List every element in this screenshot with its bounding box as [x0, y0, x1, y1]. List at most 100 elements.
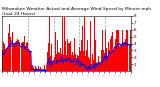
Bar	[114, 47, 115, 71]
Bar	[62, 17, 63, 71]
Bar	[8, 33, 9, 71]
Bar	[92, 54, 93, 71]
Bar	[20, 44, 21, 71]
Bar	[108, 42, 109, 71]
Bar	[72, 52, 73, 71]
Bar	[77, 55, 78, 71]
Bar	[71, 55, 72, 71]
Bar	[42, 69, 43, 71]
Bar	[80, 51, 81, 71]
Bar	[73, 55, 74, 71]
Bar	[30, 51, 31, 71]
Bar	[118, 30, 119, 71]
Bar	[39, 70, 40, 71]
Bar	[96, 64, 97, 71]
Bar	[90, 21, 91, 71]
Bar	[12, 32, 13, 71]
Bar	[101, 50, 102, 71]
Bar	[61, 54, 62, 71]
Bar	[52, 61, 53, 71]
Bar	[27, 42, 28, 71]
Bar	[81, 40, 82, 71]
Bar	[103, 50, 104, 71]
Bar	[83, 61, 84, 71]
Bar	[87, 40, 88, 71]
Bar	[55, 32, 56, 71]
Bar	[11, 45, 12, 71]
Bar	[10, 37, 11, 71]
Bar	[49, 17, 50, 71]
Bar	[14, 43, 15, 71]
Bar	[22, 42, 23, 71]
Bar	[16, 41, 17, 71]
Bar	[91, 64, 92, 71]
Bar	[21, 43, 22, 71]
Bar	[69, 43, 70, 71]
Bar	[115, 39, 116, 71]
Bar	[9, 24, 10, 71]
Bar	[68, 43, 69, 71]
Bar	[109, 50, 110, 71]
Bar	[121, 44, 122, 71]
Bar	[17, 39, 18, 71]
Bar	[23, 42, 24, 71]
Bar	[5, 49, 6, 71]
Bar	[54, 57, 55, 71]
Bar	[33, 67, 34, 71]
Bar	[127, 30, 128, 71]
Bar	[107, 56, 108, 71]
Bar	[56, 54, 57, 71]
Bar	[65, 53, 66, 71]
Bar	[123, 44, 124, 71]
Bar	[35, 66, 36, 71]
Bar	[129, 44, 130, 71]
Bar	[85, 56, 86, 71]
Bar	[48, 43, 49, 71]
Bar	[128, 46, 129, 71]
Bar	[75, 54, 76, 71]
Bar	[29, 50, 30, 71]
Bar	[122, 30, 123, 71]
Bar	[64, 17, 65, 71]
Bar	[53, 60, 54, 71]
Bar	[25, 46, 26, 71]
Bar	[47, 38, 48, 71]
Bar	[60, 48, 61, 71]
Bar	[126, 30, 127, 71]
Bar	[43, 69, 44, 71]
Bar	[26, 43, 27, 71]
Bar	[74, 38, 75, 71]
Bar	[110, 44, 111, 71]
Bar	[93, 60, 94, 71]
Bar	[86, 50, 87, 71]
Bar	[125, 39, 126, 71]
Bar	[51, 44, 52, 71]
Bar	[116, 30, 117, 71]
Bar	[40, 67, 41, 71]
Bar	[95, 40, 96, 71]
Bar	[24, 36, 25, 71]
Bar	[78, 56, 79, 71]
Bar	[70, 41, 71, 71]
Bar	[89, 59, 90, 71]
Bar	[79, 48, 80, 71]
Bar	[67, 39, 68, 71]
Bar	[76, 58, 77, 71]
Bar	[97, 62, 98, 71]
Bar	[13, 43, 14, 71]
Bar	[88, 57, 89, 71]
Bar	[6, 48, 7, 71]
Bar	[46, 70, 47, 71]
Bar	[119, 44, 120, 71]
Bar	[113, 50, 114, 71]
Bar	[44, 65, 45, 71]
Bar	[59, 53, 60, 71]
Bar	[58, 52, 59, 71]
Bar	[63, 55, 64, 71]
Bar	[98, 56, 99, 71]
Bar	[15, 42, 16, 71]
Bar	[18, 40, 19, 71]
Bar	[66, 55, 67, 71]
Bar	[124, 42, 125, 71]
Bar	[99, 62, 100, 71]
